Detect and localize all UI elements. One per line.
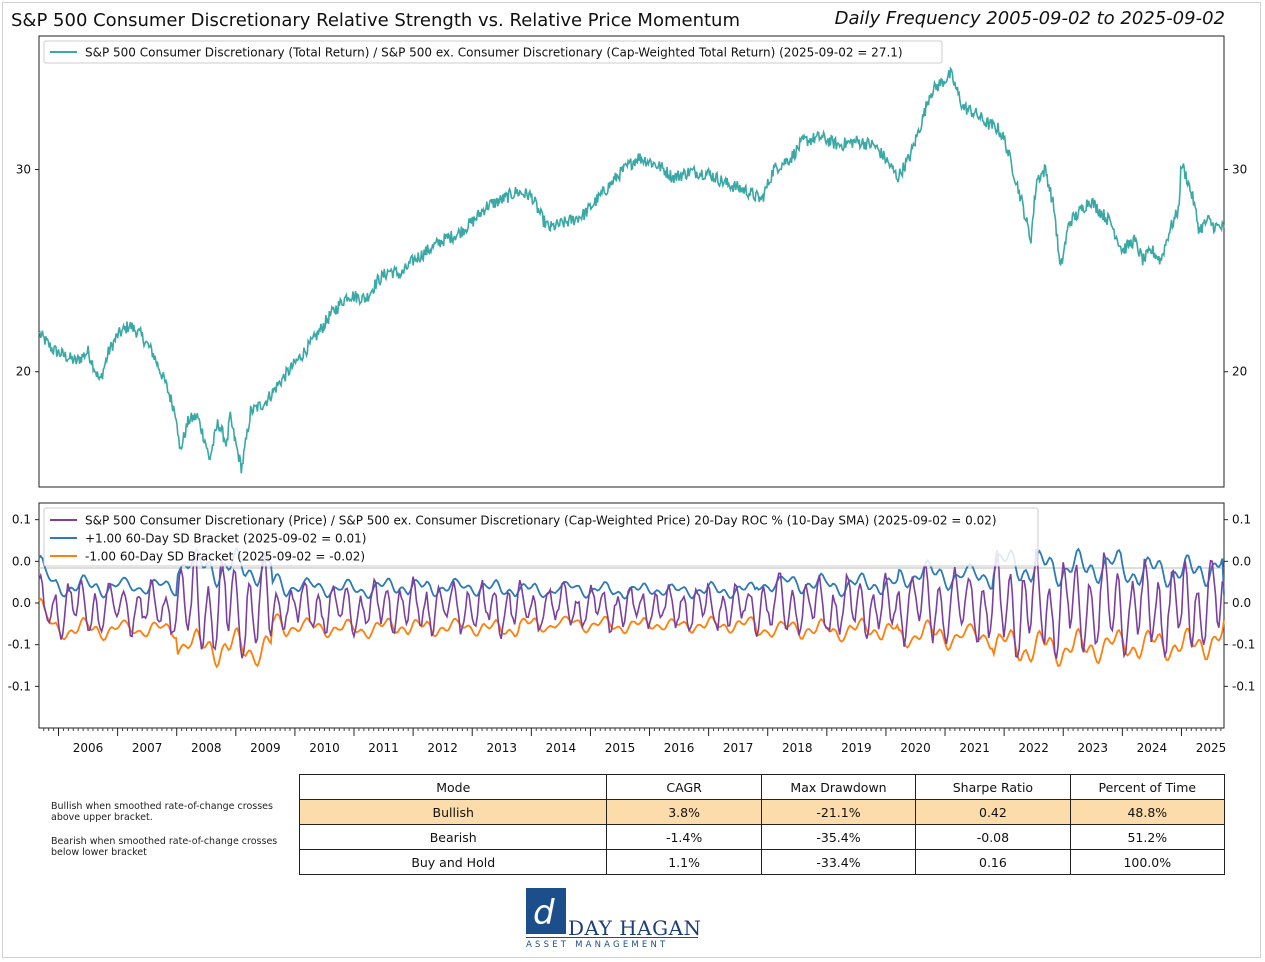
lower-bracket-line <box>38 597 1225 669</box>
bottom-legend-box <box>43 507 1039 567</box>
chart-subtitle: Daily Frequency 2005-09-02 to 2025-09-02 <box>834 8 1225 29</box>
cell-sharpe: -0.08 <box>915 824 1071 850</box>
top-ytick-label: 30 <box>16 162 31 176</box>
xtick-label: 2023 <box>1078 741 1109 755</box>
ratio-series-line <box>38 66 1225 474</box>
table-row: Buy and Hold 1.1% -33.4% 0.16 100.0% <box>298 849 1226 875</box>
roc-series-line <box>38 548 1225 659</box>
upper-legend-label: +1.00 60-Day SD Bracket (2025-09-02 = 0.… <box>85 532 366 546</box>
header-mode: Mode <box>298 774 608 800</box>
bottom-ytick-label: -0.1 <box>8 679 31 693</box>
bottom-ytick-label-right: -0.1 <box>1232 638 1255 652</box>
xtick-label: 2010 <box>309 741 340 755</box>
xtick-label: 2018 <box>782 741 813 755</box>
logo-name: DAY HAGAN <box>568 916 702 940</box>
cell-cagr: 1.1% <box>606 849 762 875</box>
cell-percent-time: 100.0% <box>1069 849 1226 875</box>
xtick-label: 2011 <box>368 741 399 755</box>
logo-rule <box>526 937 698 938</box>
logo-d-icon: d <box>533 893 555 933</box>
header-sharpe: Sharpe Ratio <box>915 774 1071 800</box>
cell-cagr: -1.4% <box>606 824 762 850</box>
cell-percent-time: 48.8% <box>1069 799 1226 825</box>
company-logo: d DAY HAGAN ASSET MANAGEMENT <box>526 886 701 956</box>
xtick-label: 2015 <box>605 741 636 755</box>
roc-legend-label: S&P 500 Consumer Discretionary (Price) /… <box>85 514 997 528</box>
cell-max-drawdown: -21.1% <box>760 799 917 825</box>
top-ytick-label: 20 <box>16 365 31 379</box>
xtick-label: 2016 <box>664 741 695 755</box>
bottom-ytick-label-right: 0.0 <box>1232 554 1251 568</box>
xtick-label: 2022 <box>1018 741 1049 755</box>
lower-legend-label: -1.00 60-Day SD Bracket (2025-09-02 = -0… <box>85 550 365 564</box>
table-row: Bullish 3.8% -21.1% 0.42 48.8% <box>298 799 1226 825</box>
header-max-drawdown: Max Drawdown <box>760 774 917 800</box>
bottom-ytick-label-right: -0.1 <box>1232 679 1255 693</box>
top-ytick-label-right: 30 <box>1232 162 1247 176</box>
xtick-label: 2009 <box>250 741 281 755</box>
header-cagr: CAGR <box>606 774 762 800</box>
cell-sharpe: 0.42 <box>915 799 1071 825</box>
chart-title: S&P 500 Consumer Discretionary Relative … <box>11 10 740 31</box>
logo-mark-letter: d <box>533 893 555 933</box>
bottom-ytick-label: 0.1 <box>12 513 31 527</box>
bullish-note: Bullish when smoothed rate-of-change cro… <box>51 801 273 823</box>
bottom-ytick-label: 0.0 <box>12 554 31 568</box>
xtick-label: 2020 <box>900 741 931 755</box>
top-panel-ticks: 20 20 30 30 <box>16 162 1248 378</box>
table-row: Bearish -1.4% -35.4% -0.08 51.2% <box>298 824 1226 850</box>
cell-mode: Buy and Hold <box>298 849 608 875</box>
bottom-ytick-label-right: 0.0 <box>1232 596 1251 610</box>
top-ytick-label-right: 20 <box>1232 365 1247 379</box>
cell-cagr: 3.8% <box>606 799 762 825</box>
bottom-panel-frame <box>38 502 1225 729</box>
bottom-panel-ticks: 0.1 0.1 0.0 0.0 0.0 0.0 -0.1 -0.1 -0.1 -0.1 2006 20… <box>8 513 1256 755</box>
cell-percent-time: 51.2% <box>1069 824 1226 850</box>
cell-max-drawdown: -35.4% <box>760 824 917 850</box>
cell-max-drawdown: -33.4% <box>760 849 917 875</box>
xtick-label: 2013 <box>486 741 517 755</box>
xtick-label: 2007 <box>132 741 163 755</box>
cell-sharpe: 0.16 <box>915 849 1071 875</box>
bottom-legend: S&P 500 Consumer Discretionary (Price) /… <box>43 507 1039 567</box>
logo-subtitle: ASSET MANAGEMENT <box>526 940 669 950</box>
performance-table: Mode CAGR Max Drawdown Sharpe Ratio Perc… <box>298 774 1226 875</box>
xtick-label: 2008 <box>191 741 222 755</box>
xtick-label: 2014 <box>546 741 577 755</box>
cell-mode: Bearish <box>298 824 608 850</box>
xtick-label: 2019 <box>841 741 872 755</box>
header-percent-time: Percent of Time <box>1069 774 1226 800</box>
top-legend-box <box>43 40 943 64</box>
bearish-note: Bearish when smoothed rate-of-change cro… <box>51 836 278 858</box>
top-legend-label: S&P 500 Consumer Discretionary (Total Re… <box>85 46 903 60</box>
xtick-label: 2012 <box>427 741 458 755</box>
bottom-ytick-label-right: 0.1 <box>1232 513 1251 527</box>
xtick-label: 2021 <box>959 741 990 755</box>
table-header-row: Mode CAGR Max Drawdown Sharpe Ratio Perc… <box>298 774 1226 800</box>
xtick-label: 2024 <box>1137 741 1168 755</box>
xtick-label: 2006 <box>73 741 104 755</box>
xtick-label: 2017 <box>723 741 754 755</box>
bottom-ytick-label: 0.0 <box>12 596 31 610</box>
top-panel-frame <box>38 35 1225 488</box>
bottom-ytick-label: -0.1 <box>8 638 31 652</box>
xtick-label: 2025 <box>1196 741 1227 755</box>
logo-mark-icon: d <box>526 888 566 934</box>
cell-mode: Bullish <box>298 799 608 825</box>
top-legend: S&P 500 Consumer Discretionary (Total Re… <box>43 40 943 64</box>
